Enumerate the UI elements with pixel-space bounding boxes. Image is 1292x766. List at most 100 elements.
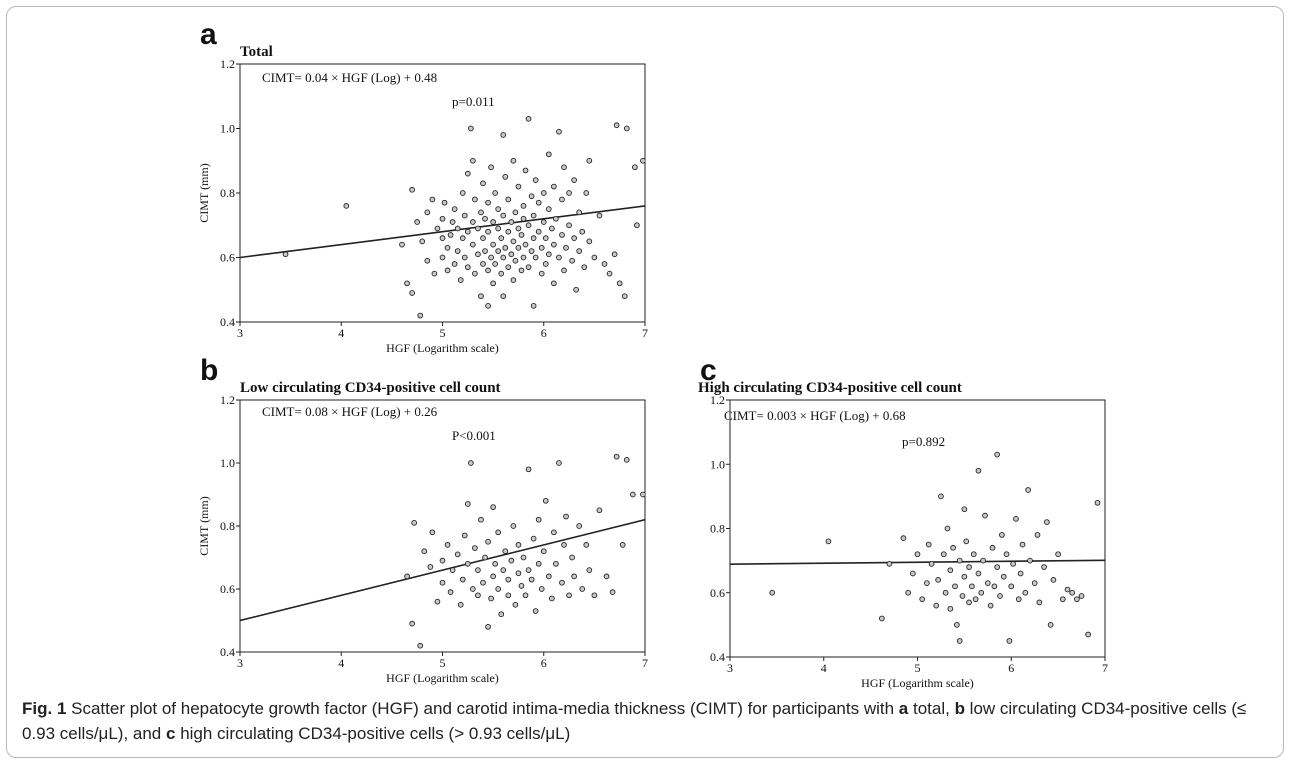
data-point bbox=[935, 577, 941, 583]
data-point bbox=[502, 174, 509, 180]
data-point bbox=[961, 506, 968, 513]
data-point bbox=[613, 122, 620, 129]
data-point bbox=[439, 557, 446, 564]
data-point bbox=[603, 573, 610, 580]
data-point bbox=[551, 280, 557, 287]
data-points bbox=[769, 451, 1101, 644]
data-point bbox=[424, 209, 431, 216]
data-point bbox=[502, 244, 509, 251]
data-point bbox=[601, 261, 608, 267]
y-tick-label: 0.4 bbox=[220, 645, 235, 659]
data-point bbox=[417, 312, 424, 319]
data-point bbox=[559, 196, 565, 203]
y-axis-label: CIMT (mm) bbox=[197, 496, 211, 555]
data-point bbox=[576, 209, 583, 216]
data-point bbox=[500, 254, 507, 261]
regression-line bbox=[730, 559, 1105, 565]
data-point bbox=[508, 219, 515, 225]
data-point bbox=[525, 264, 532, 271]
data-point bbox=[444, 267, 451, 274]
y-tick-label: 0.6 bbox=[710, 586, 725, 600]
data-point bbox=[963, 538, 970, 545]
data-point bbox=[591, 592, 598, 599]
data-point bbox=[515, 183, 522, 190]
data-point bbox=[449, 219, 456, 225]
data-point bbox=[1041, 564, 1047, 570]
data-point bbox=[500, 293, 507, 300]
data-point bbox=[545, 573, 552, 580]
data-point bbox=[409, 186, 415, 193]
data-point bbox=[1025, 487, 1031, 493]
data-point bbox=[488, 164, 494, 171]
data-point bbox=[975, 570, 982, 577]
data-point bbox=[461, 254, 468, 261]
data-point bbox=[515, 244, 522, 251]
data-point bbox=[468, 125, 474, 132]
data-point bbox=[571, 235, 577, 242]
y-tick-label: 1.0 bbox=[710, 457, 725, 471]
x-tick-label: 7 bbox=[642, 326, 648, 340]
data-point bbox=[478, 293, 484, 300]
data-point bbox=[530, 303, 537, 309]
data-point bbox=[571, 573, 577, 580]
data-point bbox=[954, 622, 960, 628]
data-point bbox=[343, 203, 350, 209]
data-point bbox=[966, 564, 972, 570]
data-point bbox=[556, 254, 562, 261]
data-point bbox=[1094, 499, 1101, 506]
data-point bbox=[611, 251, 618, 258]
y-tick-label: 0.4 bbox=[220, 315, 235, 329]
data-point bbox=[984, 580, 991, 586]
data-point bbox=[459, 235, 466, 242]
y-tick-label: 1.0 bbox=[220, 122, 235, 136]
data-point bbox=[470, 219, 476, 225]
data-point bbox=[1017, 570, 1024, 577]
data-point bbox=[616, 280, 623, 287]
data-point bbox=[559, 232, 565, 238]
data-point bbox=[566, 592, 572, 599]
x-tick-label: 3 bbox=[237, 326, 243, 340]
caption-part-6: high circulating CD34-positive cells (> … bbox=[175, 724, 571, 743]
data-point bbox=[1059, 596, 1066, 603]
data-point bbox=[488, 254, 494, 261]
data-point bbox=[439, 215, 446, 222]
data-point bbox=[619, 542, 626, 548]
data-point bbox=[447, 232, 454, 238]
data-point bbox=[495, 225, 502, 232]
data-point bbox=[528, 576, 535, 583]
y-tick-label: 0.8 bbox=[710, 522, 725, 536]
data-point bbox=[1008, 583, 1015, 590]
data-point bbox=[586, 157, 593, 164]
data-point bbox=[495, 586, 502, 592]
data-point bbox=[879, 615, 885, 622]
data-point bbox=[502, 548, 509, 555]
data-point bbox=[538, 586, 545, 592]
data-point bbox=[525, 567, 532, 573]
scatter-plot-low-cd34: Low circulating CD34-positive cell count… bbox=[197, 380, 648, 685]
data-point bbox=[510, 238, 517, 245]
data-point bbox=[520, 254, 527, 261]
data-point bbox=[475, 251, 481, 258]
data-point bbox=[439, 254, 446, 261]
data-point bbox=[522, 167, 529, 174]
data-point bbox=[579, 586, 586, 592]
panel-b-label: b bbox=[200, 354, 219, 387]
data-point bbox=[769, 589, 776, 596]
data-point bbox=[505, 576, 512, 583]
y-axis-label: CIMT (mm) bbox=[197, 163, 211, 222]
data-point bbox=[623, 125, 630, 132]
data-point bbox=[1078, 593, 1085, 599]
data-point bbox=[490, 241, 496, 248]
data-point bbox=[961, 573, 968, 580]
data-point bbox=[532, 254, 539, 261]
data-point bbox=[535, 199, 542, 206]
data-point bbox=[576, 523, 583, 529]
data-point bbox=[451, 206, 458, 212]
data-point bbox=[621, 293, 628, 300]
data-point bbox=[535, 516, 542, 523]
data-point bbox=[475, 592, 481, 599]
data-point bbox=[431, 270, 438, 277]
data-point bbox=[482, 554, 488, 561]
data-point bbox=[525, 222, 532, 229]
data-point bbox=[444, 244, 451, 251]
